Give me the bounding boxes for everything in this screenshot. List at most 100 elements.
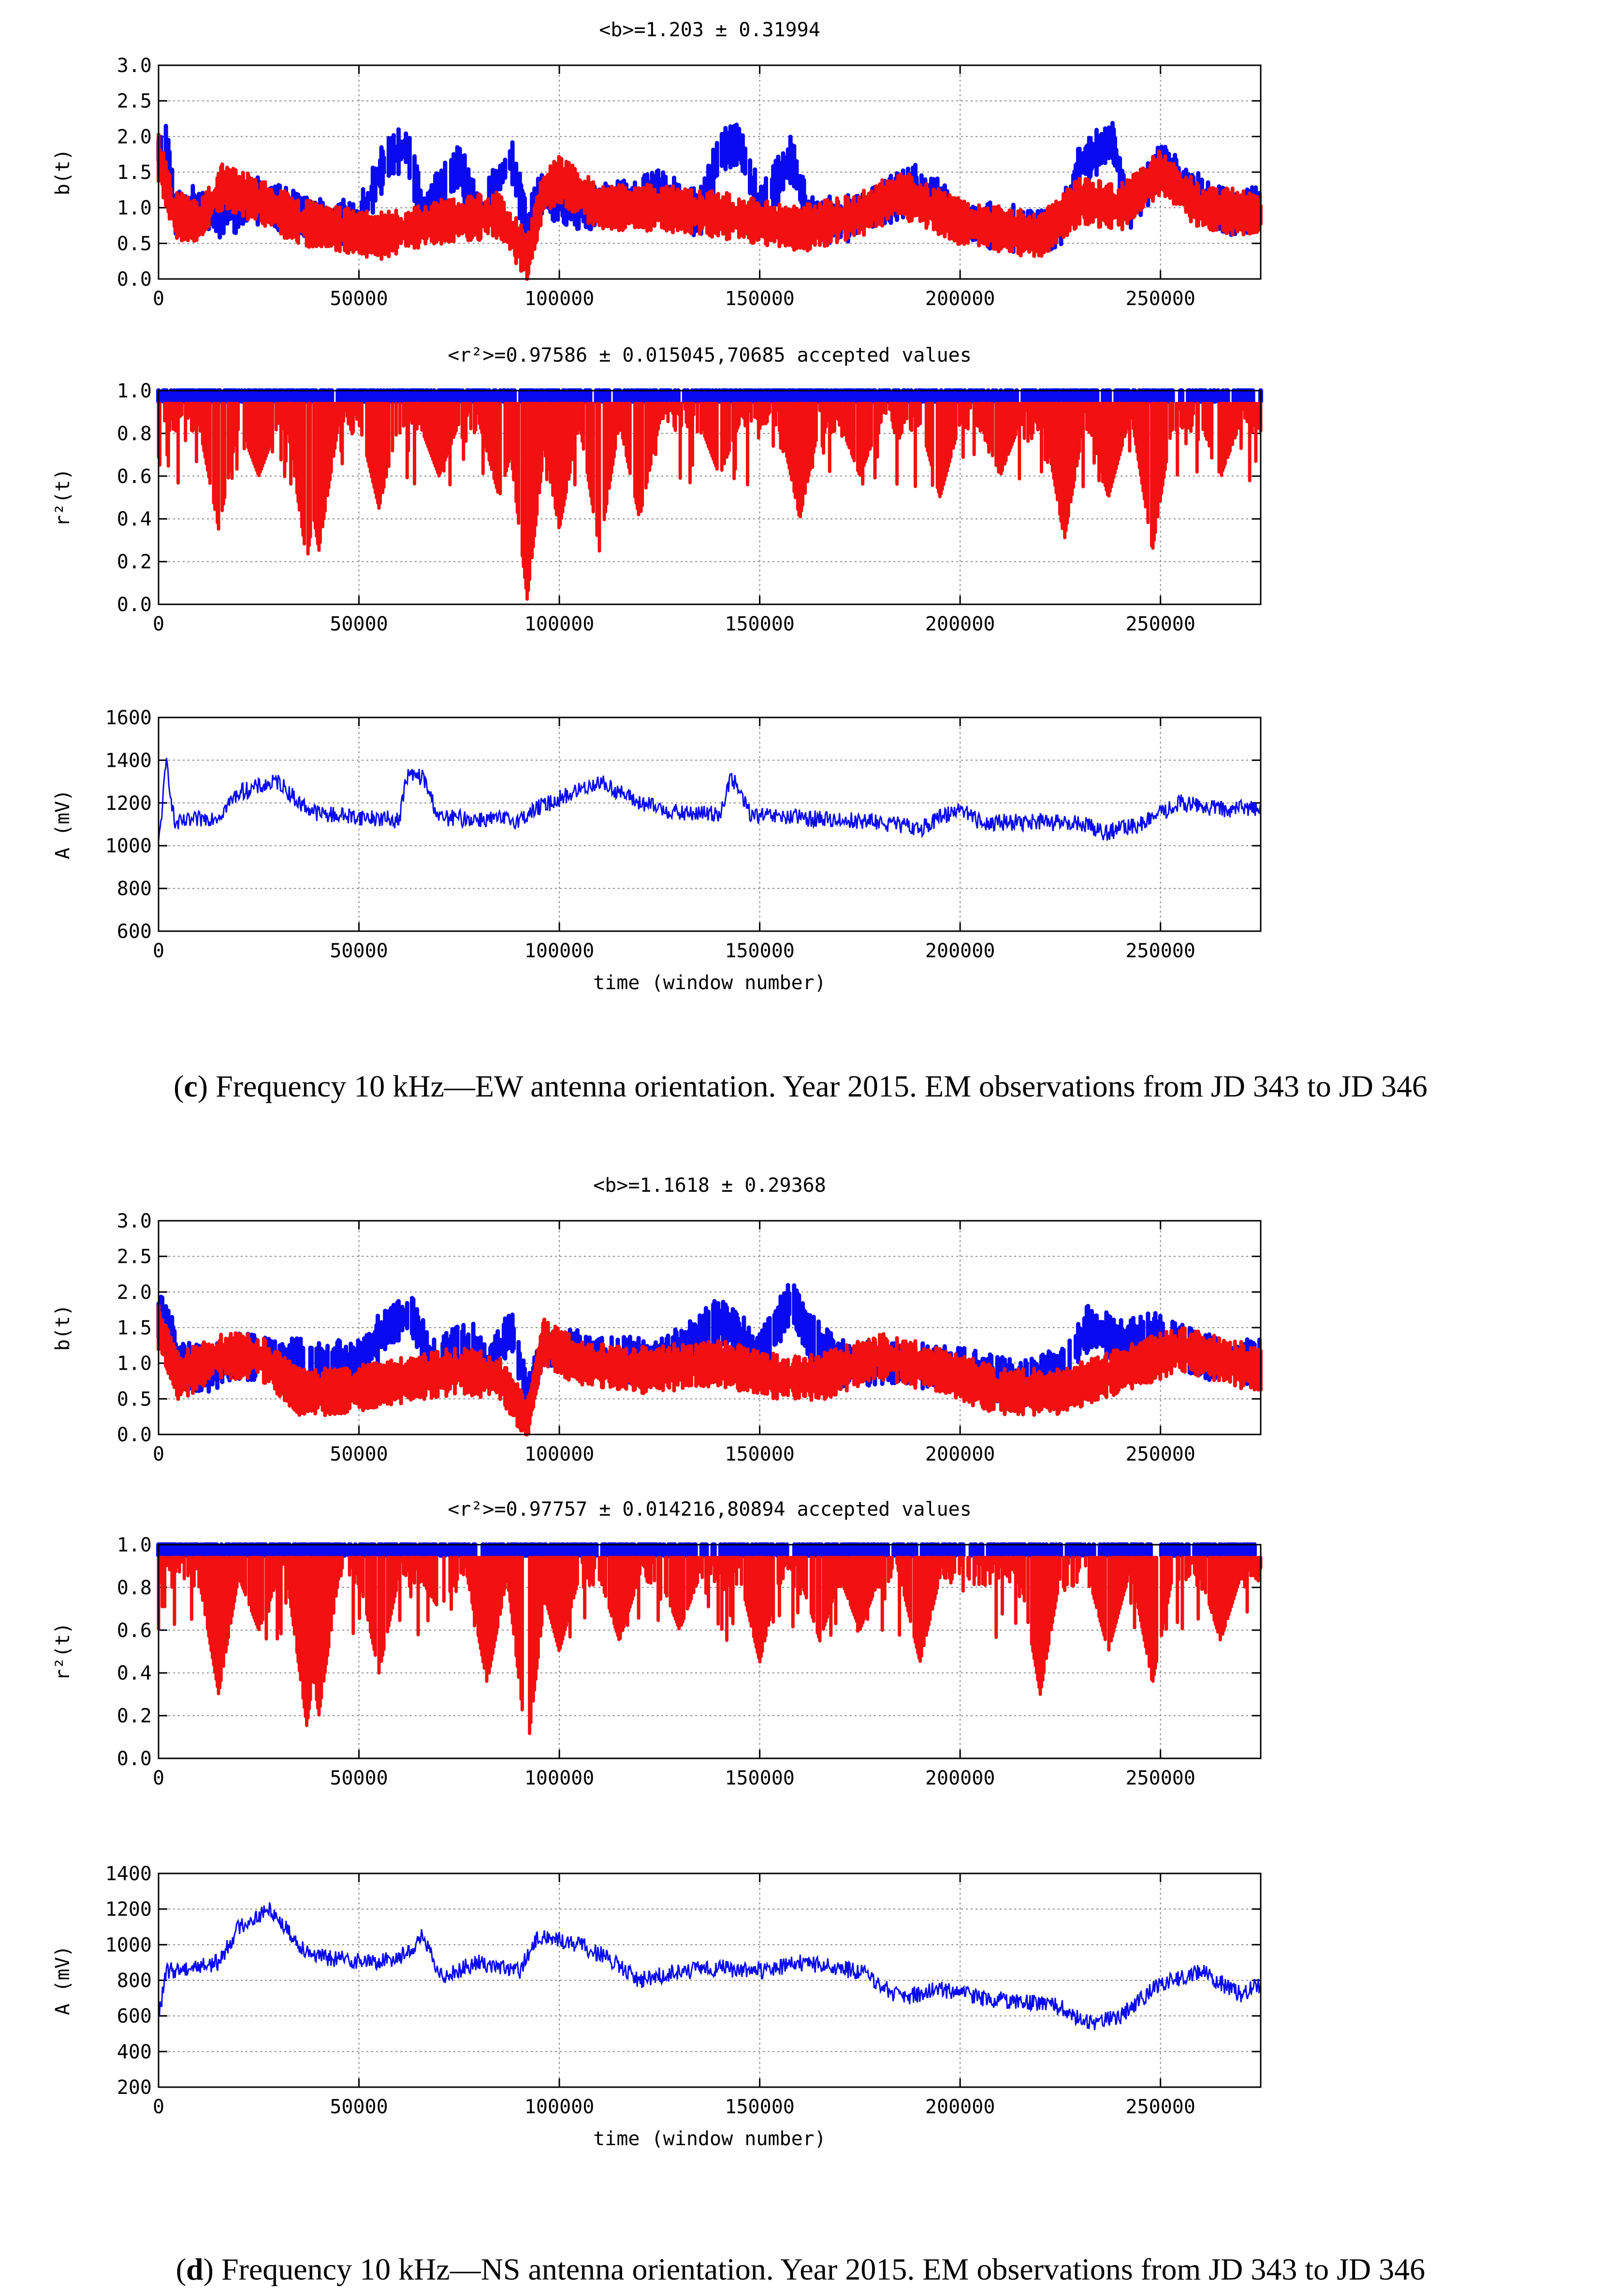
axis-label-y: b(t) xyxy=(52,1304,74,1351)
tick-label-y: 1400 xyxy=(105,1863,152,1885)
chart-c-r2: 0.0 0.2 0.4 0.6 0.8 1.0 0 50000 100000 150000 2000… xyxy=(52,344,1263,635)
tick-label-x: 50000 xyxy=(330,940,388,962)
caption-d: (d) Frequency 10 kHz—NS antenna orientat… xyxy=(176,2252,1426,2286)
tick-label-x: 50000 xyxy=(330,1767,388,1789)
tick-label-y: 1000 xyxy=(105,835,152,857)
caption-d-text: Frequency 10 kHz—NS antenna orientation.… xyxy=(214,2252,1425,2286)
tick-label-y: 200 xyxy=(117,2077,152,2099)
tick-label-y: 0.6 xyxy=(117,466,152,488)
tick-label-x: 200000 xyxy=(925,1767,995,1789)
chart-title: <r²>=0.97757 ± 0.014216,80894 accepted v… xyxy=(448,1498,972,1521)
tick-label-x: 50000 xyxy=(330,2096,388,2118)
tick-label-x: 250000 xyxy=(1125,940,1195,962)
chart-d-A: 200 400 600 800 1000 1200 1400 0 50000 100000 1500… xyxy=(52,1863,1262,2150)
axis-label-y: r²(t) xyxy=(52,1623,74,1681)
series-points-accepted xyxy=(156,388,1263,404)
tick-label-x: 100000 xyxy=(524,1443,595,1465)
series-line-A xyxy=(158,1902,1262,2031)
tick-label-x: 200000 xyxy=(925,288,995,310)
series-A xyxy=(158,758,1262,841)
tick-label-y: 1.0 xyxy=(117,197,152,219)
plot-frame xyxy=(158,717,1262,932)
tick-label-x: 200000 xyxy=(925,613,995,635)
tick-label-y: 0.0 xyxy=(117,1748,152,1770)
tick-label-y: 0.0 xyxy=(117,594,152,616)
tick-label-y: 400 xyxy=(117,2041,152,2063)
plot-frame xyxy=(158,390,1262,605)
tick-label-y: 0.4 xyxy=(117,1662,152,1684)
tick-label-x: 0 xyxy=(153,1443,164,1465)
tick-label-y: 3.0 xyxy=(117,1210,152,1232)
axis-label-y: A (mV) xyxy=(52,1945,74,2016)
tick-label-y: 3.0 xyxy=(117,55,152,77)
series-rejected xyxy=(157,1556,1263,1735)
tick-label-y: 0.2 xyxy=(117,1705,152,1727)
tick-label-x: 100000 xyxy=(524,613,595,635)
tick-label-x: 100000 xyxy=(524,288,595,310)
tick-label-x: 250000 xyxy=(1125,1767,1195,1789)
chart-d-b: 0.0 0.5 1.0 1.5 2.0 2.5 3.0 0 50000 100000 150000 2… xyxy=(52,1174,1263,1465)
tick-label-y: 0.6 xyxy=(117,1620,152,1642)
tick-label-y: 800 xyxy=(117,878,152,900)
tick-label-x: 50000 xyxy=(330,288,388,310)
axis-label-x: time (window number) xyxy=(593,2128,826,2150)
series-line-A xyxy=(158,758,1262,841)
tick-label-x: 250000 xyxy=(1125,2096,1195,2118)
caption-d-letter: d xyxy=(186,2252,204,2286)
tick-label-x: 200000 xyxy=(925,2096,995,2118)
tick-label-y: 1600 xyxy=(105,707,152,729)
series-points-rejected xyxy=(157,402,1263,601)
tick-label-x: 150000 xyxy=(725,2096,795,2118)
plot-frame xyxy=(158,64,1262,280)
tick-label-y: 1200 xyxy=(105,1899,152,1921)
tick-label-y: 0.2 xyxy=(117,551,152,573)
chart-title: <b>=1.1618 ± 0.29368 xyxy=(593,1174,826,1197)
tick-label-y: 1400 xyxy=(105,749,152,772)
tick-label-x: 150000 xyxy=(725,288,795,310)
tick-label-y: 0.5 xyxy=(117,1388,152,1410)
tick-label-y: 0.0 xyxy=(117,268,152,291)
tick-label-y: 0.4 xyxy=(117,508,152,530)
tick-label-x: 150000 xyxy=(725,613,795,635)
caption-c: (c) Frequency 10 kHz—EW antenna orientat… xyxy=(174,1069,1427,1103)
axis-label-y: A (mV) xyxy=(52,790,74,860)
tick-label-x: 200000 xyxy=(925,940,995,962)
series-accepted xyxy=(156,388,1263,404)
chart-c-b: 0.0 0.5 1.0 1.5 2.0 2.5 3.0 0 50000 100000 150000 2… xyxy=(52,19,1263,310)
chart-title: <b>=1.203 ± 0.31994 xyxy=(599,19,820,41)
chart-c-A: 600 800 1000 1200 1400 1600 0 50000 100000 150000… xyxy=(52,707,1262,994)
tick-label-y: 800 xyxy=(117,1970,152,1992)
tick-label-x: 50000 xyxy=(330,613,388,635)
tick-label-x: 150000 xyxy=(725,1443,795,1465)
tick-label-y: 600 xyxy=(117,2005,152,2028)
plot-frame xyxy=(158,1220,1262,1435)
axis-label-y: b(t) xyxy=(52,149,74,195)
series-A xyxy=(158,1902,1262,2031)
tick-label-x: 0 xyxy=(153,1767,164,1789)
tick-label-x: 150000 xyxy=(725,1767,795,1789)
tick-label-y: 1.5 xyxy=(117,1317,152,1339)
tick-label-y: 0.8 xyxy=(117,1577,152,1599)
tick-label-y: 2.0 xyxy=(117,1281,152,1303)
plot-frame xyxy=(158,1872,1262,2088)
tick-label-x: 100000 xyxy=(524,2096,595,2118)
tick-label-y: 1.5 xyxy=(117,161,152,184)
tick-label-x: 50000 xyxy=(330,1443,388,1465)
tick-label-x: 0 xyxy=(153,288,164,310)
axis-label-y: r²(t) xyxy=(52,468,74,526)
tick-label-y: 1.0 xyxy=(117,1353,152,1375)
series-points-rejected xyxy=(157,1556,1263,1735)
tick-label-y: 1000 xyxy=(105,1934,152,1956)
tick-label-y: 1200 xyxy=(105,792,152,815)
plot-frame xyxy=(158,1544,1262,1759)
tick-label-x: 0 xyxy=(153,940,164,962)
series-points-accepted xyxy=(156,1542,1257,1558)
tick-label-x: 250000 xyxy=(1125,1443,1195,1465)
tick-label-x: 250000 xyxy=(1125,613,1195,635)
caption-c-text: Frequency 10 kHz—EW antenna orientation.… xyxy=(208,1069,1427,1103)
series-rejected xyxy=(157,402,1263,601)
tick-label-x: 100000 xyxy=(524,940,595,962)
tick-label-y: 2.5 xyxy=(117,1246,152,1268)
caption-c-letter: c xyxy=(184,1069,197,1103)
